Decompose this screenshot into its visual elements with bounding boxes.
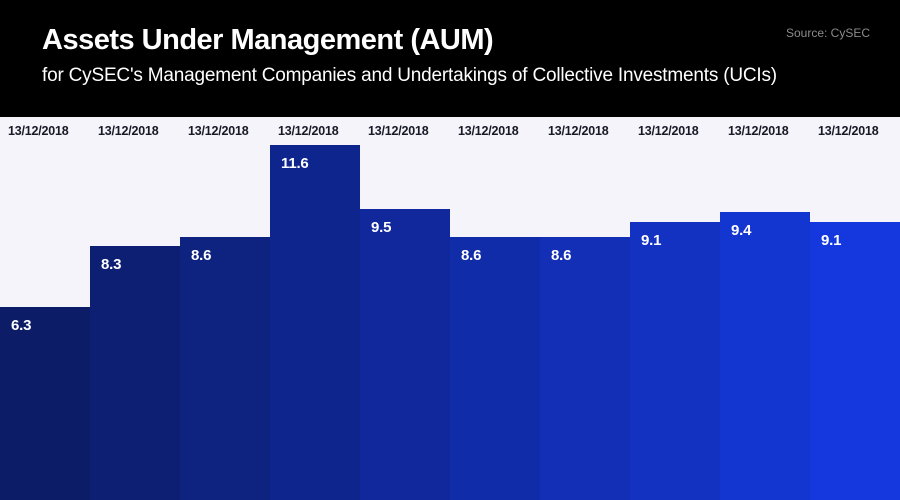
chart-column: 13/12/2018 8.6 [450,117,540,500]
x-axis-label: 13/12/2018 [638,124,699,138]
chart-column: 13/12/2018 6.3 [0,117,90,500]
bar: 11.6 [270,145,360,500]
chart-column: 13/12/2018 9.4 [720,117,810,500]
chart-column: 13/12/2018 11.6 [270,117,360,500]
x-axis-label: 13/12/2018 [728,124,789,138]
bar-value-label: 9.1 [821,232,842,249]
bar: 8.6 [450,237,540,500]
bar-value-label: 9.1 [641,232,662,249]
bar-value-label: 8.6 [461,247,482,264]
bar: 8.3 [90,246,180,500]
x-axis-label: 13/12/2018 [368,124,429,138]
chart-column: 13/12/2018 9.5 [360,117,450,500]
bar: 8.6 [180,237,270,500]
bar: 9.1 [630,222,720,500]
chart-column: 13/12/2018 8.6 [180,117,270,500]
bar-value-label: 9.5 [371,219,392,236]
x-axis-label: 13/12/2018 [98,124,159,138]
chart-column: 13/12/2018 8.3 [90,117,180,500]
chart-column: 13/12/2018 8.6 [540,117,630,500]
header: Source: CySEC Assets Under Management (A… [0,0,900,117]
x-axis-label: 13/12/2018 [278,124,339,138]
bar: 9.4 [720,212,810,500]
bar-value-label: 6.3 [11,317,32,334]
chart-column: 13/12/2018 9.1 [810,117,900,500]
page-title: Assets Under Management (AUM) [42,24,494,56]
bar-value-label: 8.3 [101,256,122,273]
bar: 6.3 [0,307,90,500]
x-axis-label: 13/12/2018 [188,124,249,138]
bar: 9.1 [810,222,900,500]
bar-value-label: 8.6 [551,247,572,264]
x-axis-label: 13/12/2018 [458,124,519,138]
bar: 8.6 [540,237,630,500]
page-subtitle: for CySEC's Management Companies and Und… [42,65,777,87]
x-axis-label: 13/12/2018 [8,124,69,138]
bar-value-label: 9.4 [731,222,752,239]
x-axis-label: 13/12/2018 [818,124,879,138]
bar-chart: 13/12/2018 6.3 13/12/2018 8.3 13/12/2018 8.6 1… [0,117,900,500]
bar-value-label: 8.6 [191,247,212,264]
bar-value-label: 11.6 [281,155,309,172]
chart-column: 13/12/2018 9.1 [630,117,720,500]
x-axis-label: 13/12/2018 [548,124,609,138]
source-label: Source: CySEC [785,26,870,40]
bar: 9.5 [360,209,450,500]
